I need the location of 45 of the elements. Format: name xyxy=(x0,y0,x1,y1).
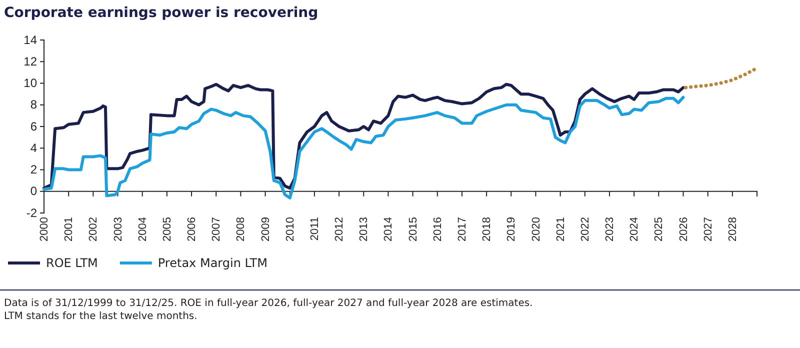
y-tick-label: -2 xyxy=(26,206,38,220)
y-tick-label: 0 xyxy=(30,184,38,198)
y-tick-label: 12 xyxy=(24,54,38,68)
x-tick-label: 2004 xyxy=(136,217,149,242)
x-tick-label: 2003 xyxy=(112,217,124,242)
x-tick-label: 2021 xyxy=(554,217,567,242)
x-tick-label: 2009 xyxy=(260,217,272,242)
x-tick-label: 2011 xyxy=(308,217,321,241)
x-tick-label: 2026 xyxy=(678,217,690,242)
x-tick-label: 2025 xyxy=(653,217,666,242)
x-tick-label: 2010 xyxy=(284,217,296,242)
x-tick-label: 2016 xyxy=(432,217,444,242)
x-tick-label: 2005 xyxy=(161,217,174,242)
text: Data is of 31/12/1999 to 31/12/25. ROE in full-year 2026, full-year 2027 and full-year 2028 are estimates. LTM stands for the last twelve months. xyxy=(4,298,533,322)
x-tick-label: 2013 xyxy=(358,217,370,242)
y-tick-label: 2 xyxy=(30,162,38,177)
x-tick-label: 2027 xyxy=(702,217,714,242)
x-tick-label: 2007 xyxy=(210,217,223,242)
y-tick-label: 4 xyxy=(30,140,38,155)
x-tick-label: 2008 xyxy=(235,217,248,242)
x-tick-label: 2028 xyxy=(726,217,739,242)
x-tick-label: 2023 xyxy=(604,217,616,242)
y-tick-label: 6 xyxy=(30,119,38,134)
x-tick-label: 2001 xyxy=(63,217,76,242)
x-tick-label: 2000 xyxy=(38,217,51,242)
legend-label: Pretax Margin LTM xyxy=(158,256,268,270)
x-tick-label: 2006 xyxy=(186,217,198,242)
x-tick-label: 2017 xyxy=(456,217,468,242)
chart-title: Corporate earnings power is recovering xyxy=(4,5,318,21)
x-tick-label: 2020 xyxy=(530,217,542,242)
y-tick-label: 10 xyxy=(24,76,38,90)
x-tick-label: 2019 xyxy=(506,217,518,242)
x-tick-label: 2012 xyxy=(334,217,346,242)
x-tick-label: 2024 xyxy=(628,217,641,242)
x-tick-label: 2018 xyxy=(481,217,494,242)
line-series xyxy=(684,66,759,90)
x-tick-label: 2014 xyxy=(382,217,395,242)
y-tick-label: 14 xyxy=(24,32,38,47)
line-series xyxy=(42,82,685,190)
x-tick-label: 2022 xyxy=(579,217,592,242)
x-tick-label: 2015 xyxy=(407,217,420,242)
legend-label: ROE LTM xyxy=(46,256,98,270)
y-tick-label: 8 xyxy=(30,98,38,112)
line-series xyxy=(42,96,685,200)
x-tick-label: 2002 xyxy=(88,217,100,242)
